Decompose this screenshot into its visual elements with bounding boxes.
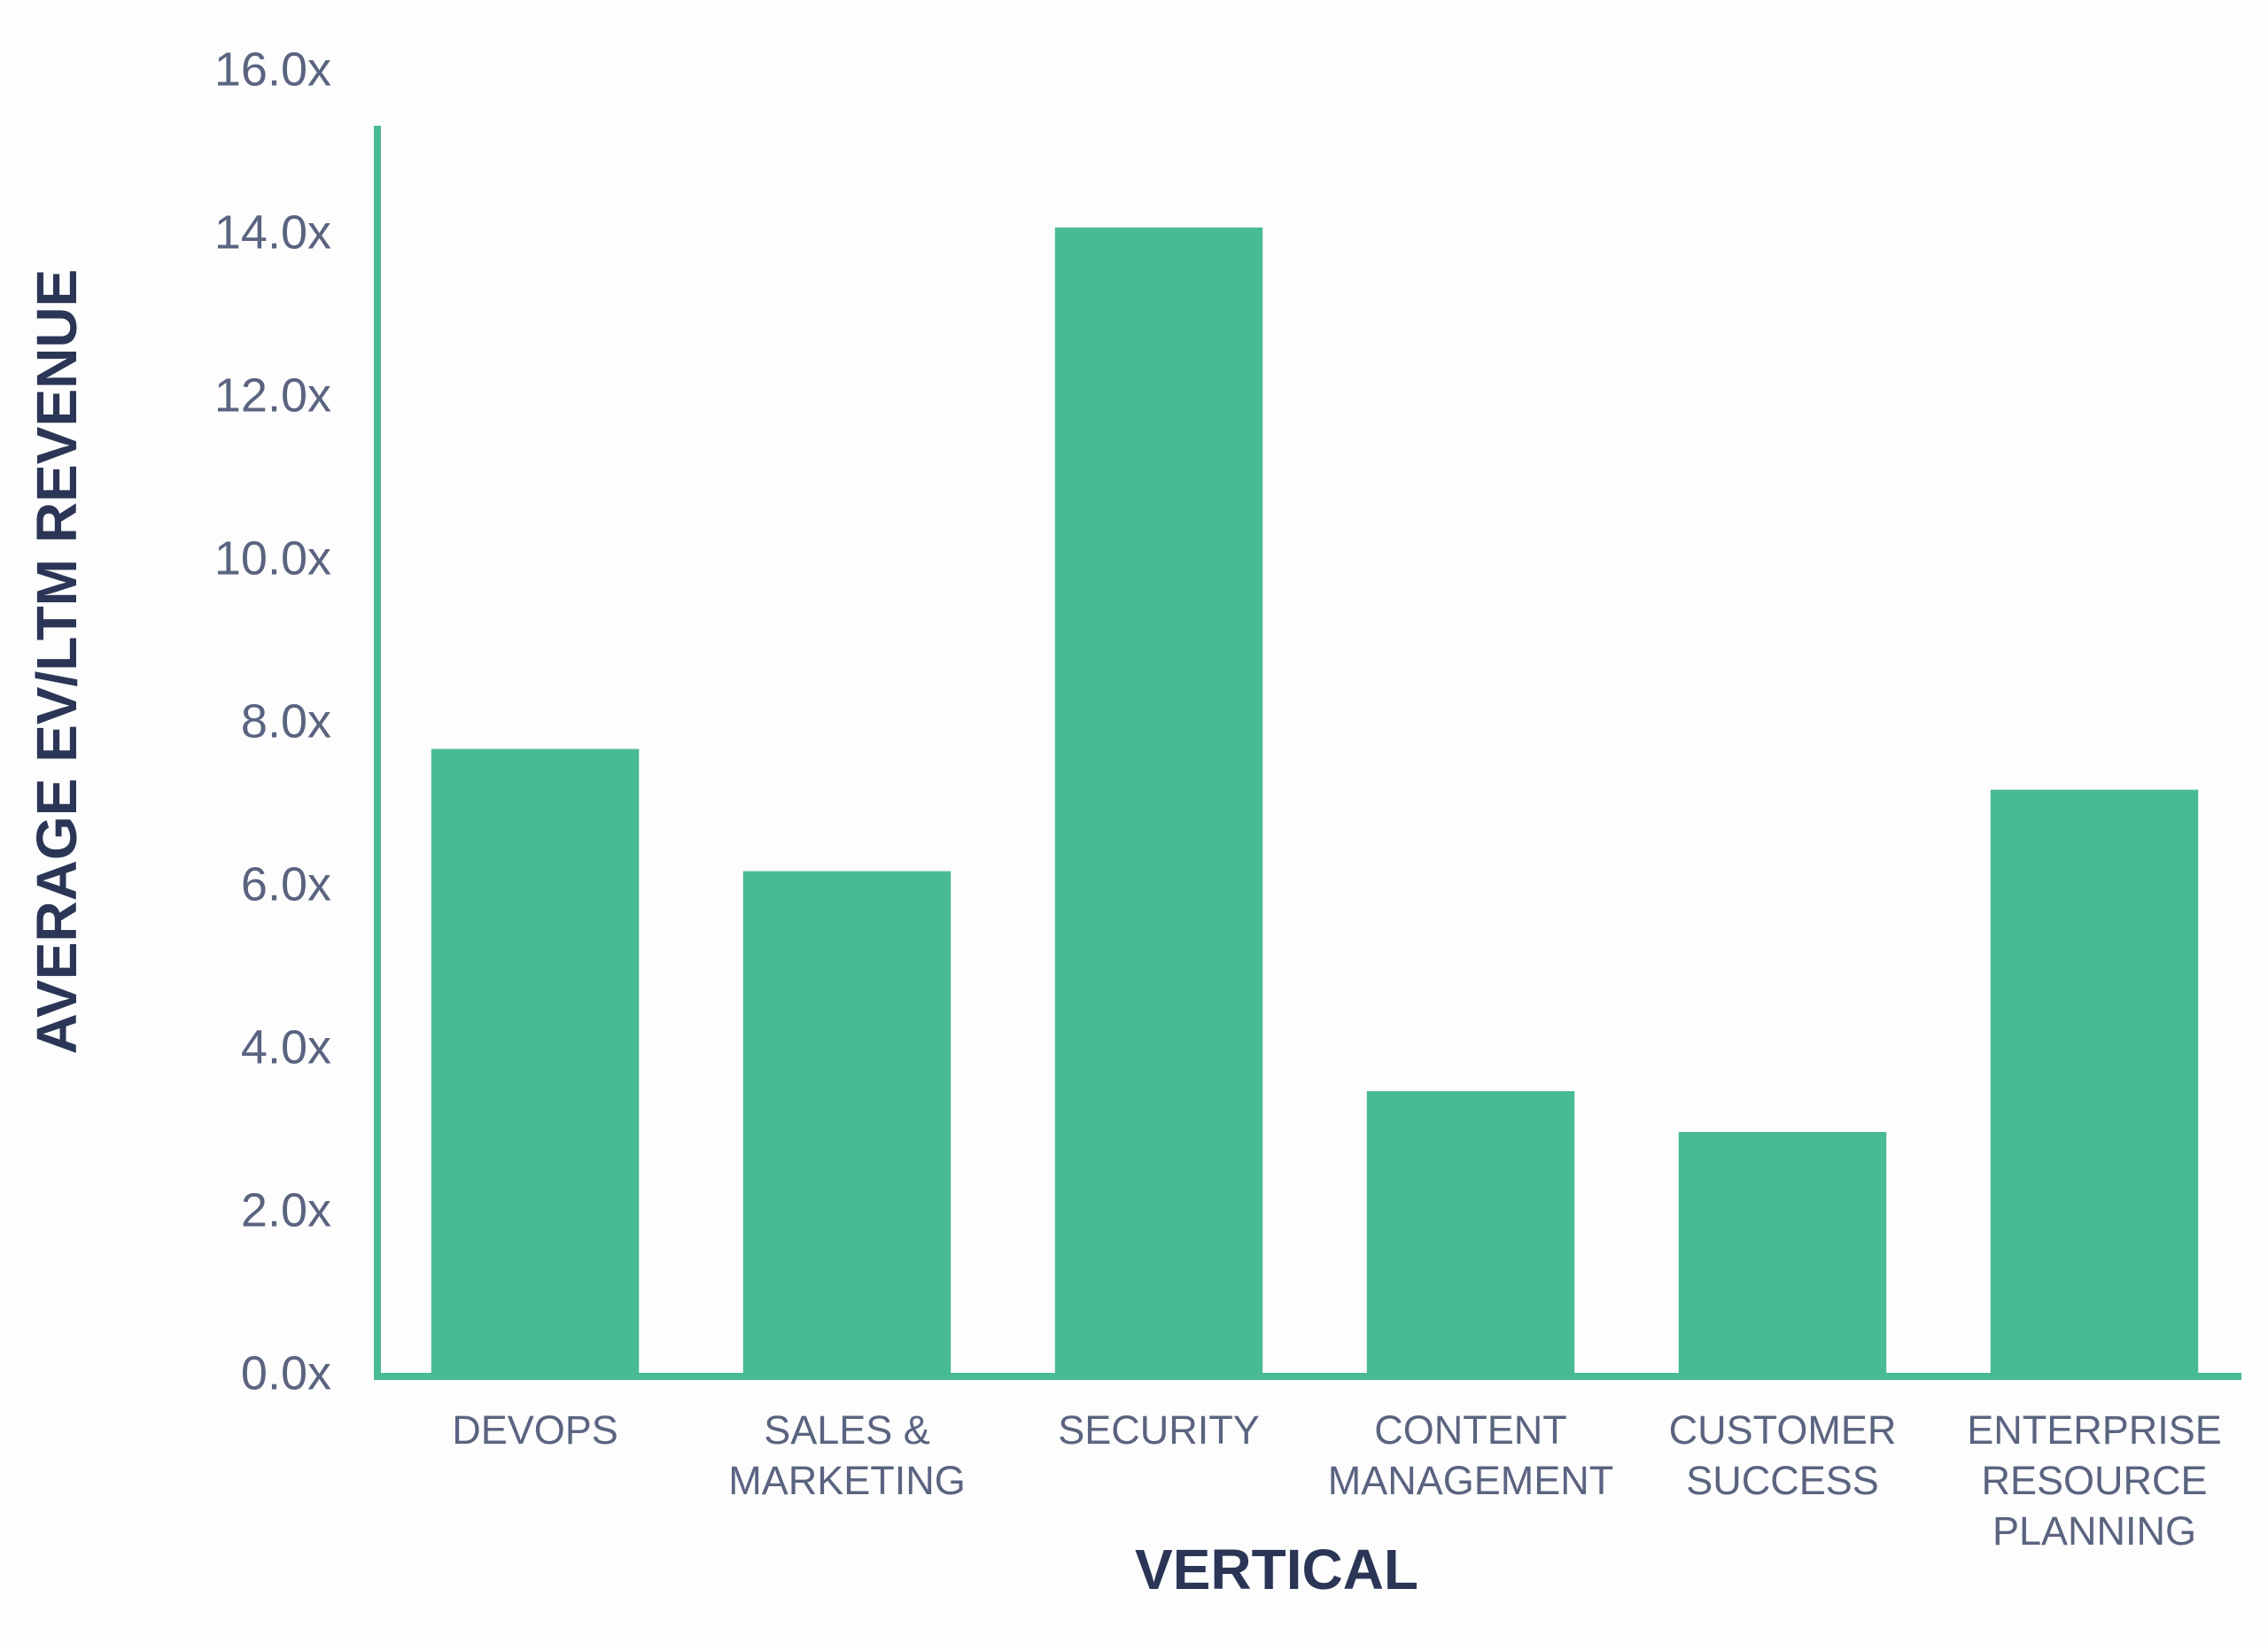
y-tick-label: 12.0x xyxy=(214,368,331,422)
bar xyxy=(742,871,951,1376)
bar xyxy=(431,748,640,1376)
x-tick-label-line: MARKETING xyxy=(728,1458,966,1503)
x-tick-label: DEVOPS xyxy=(452,1407,618,1453)
y-tick-label: 4.0x xyxy=(241,1020,331,1073)
bar xyxy=(1366,1091,1575,1376)
bar xyxy=(1054,227,1263,1376)
y-axis-title: AVERAGE EV/LTM REVENUE xyxy=(25,269,89,1055)
y-tick-label: 2.0x xyxy=(241,1183,331,1236)
bar xyxy=(1990,789,2199,1376)
y-tick-label: 8.0x xyxy=(241,694,331,748)
x-tick-label-line: SUCCESS xyxy=(1686,1458,1879,1503)
x-tick-label: SECURITY xyxy=(1058,1407,1260,1453)
y-tick-label: 16.0x xyxy=(214,43,331,96)
bar xyxy=(1678,1132,1887,1376)
y-tick-label: 6.0x xyxy=(241,857,331,911)
x-tick-label-line: MANAGEMENT xyxy=(1328,1458,1614,1503)
x-tick-label-line: CUSTOMER xyxy=(1669,1407,1897,1453)
x-tick-label-line: ENTERPRISE xyxy=(1967,1407,2222,1453)
x-tick-label-line: SECURITY xyxy=(1058,1407,1260,1453)
x-tick-label-line: CONTENT xyxy=(1374,1407,1567,1453)
x-tick-label: SALES & MARKETING xyxy=(728,1407,966,1503)
x-axis-title: VERTICAL xyxy=(1135,1538,1418,1601)
y-tick-label: 10.0x xyxy=(214,531,331,585)
x-tick-label: ENTERPRISE RESOURCE PLANNING xyxy=(1967,1407,2222,1554)
x-tick-label-line: SALES & xyxy=(764,1407,930,1453)
x-tick-label-line: DEVOPS xyxy=(452,1407,618,1453)
x-tick-label-line: PLANNING xyxy=(1992,1508,2196,1554)
y-tick-label: 14.0x xyxy=(214,205,331,259)
x-tick-label: CONTENT MANAGEMENT xyxy=(1328,1407,1614,1503)
x-tick-label: CUSTOMER SUCCESS xyxy=(1669,1407,1897,1503)
x-tick-label-line: RESOURCE xyxy=(1981,1458,2207,1503)
y-tick-label: 0.0x xyxy=(241,1346,331,1399)
